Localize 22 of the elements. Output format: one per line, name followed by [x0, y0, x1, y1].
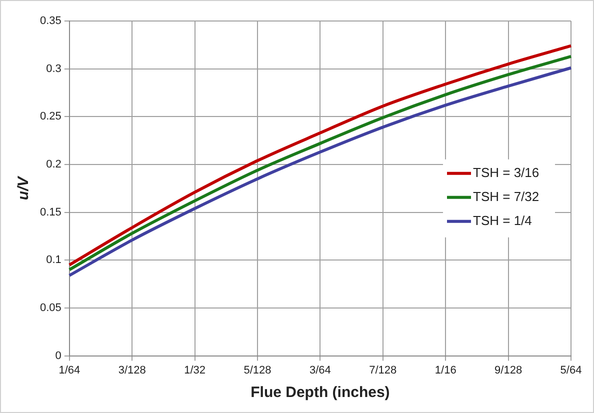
- x-tick-label: 5/128: [244, 364, 272, 376]
- legend-label: TSH = 1/4: [473, 212, 532, 228]
- x-tick-label: 1/16: [434, 364, 456, 376]
- y-tick-label: 0: [55, 350, 62, 362]
- x-tick-label: 3/128: [118, 364, 146, 376]
- y-axis-title: u/V: [15, 174, 32, 200]
- x-tick-label: 1/32: [184, 364, 206, 376]
- y-tick-label: 0.3: [46, 62, 62, 75]
- y-tick-label: 0.15: [40, 206, 62, 218]
- y-tick-label: 0.35: [40, 15, 62, 28]
- legend-label: TSH = 7/32: [473, 188, 540, 204]
- legend-label: TSH = 3/16: [473, 164, 540, 180]
- x-tick-label: 1/64: [58, 364, 80, 376]
- x-tick-label: 9/128: [494, 364, 522, 376]
- x-tick-label: 7/128: [369, 364, 397, 376]
- y-tick-label: 0.2: [46, 158, 62, 171]
- x-axis-title: Flue Depth (inches): [250, 384, 390, 402]
- y-tick-label: 0.1: [46, 254, 62, 266]
- y-tick-label: 0.25: [40, 110, 62, 123]
- x-tick-label: 3/64: [309, 364, 331, 376]
- y-tick-label: 0.05: [40, 302, 62, 314]
- x-tick-label: 5/64: [560, 364, 582, 376]
